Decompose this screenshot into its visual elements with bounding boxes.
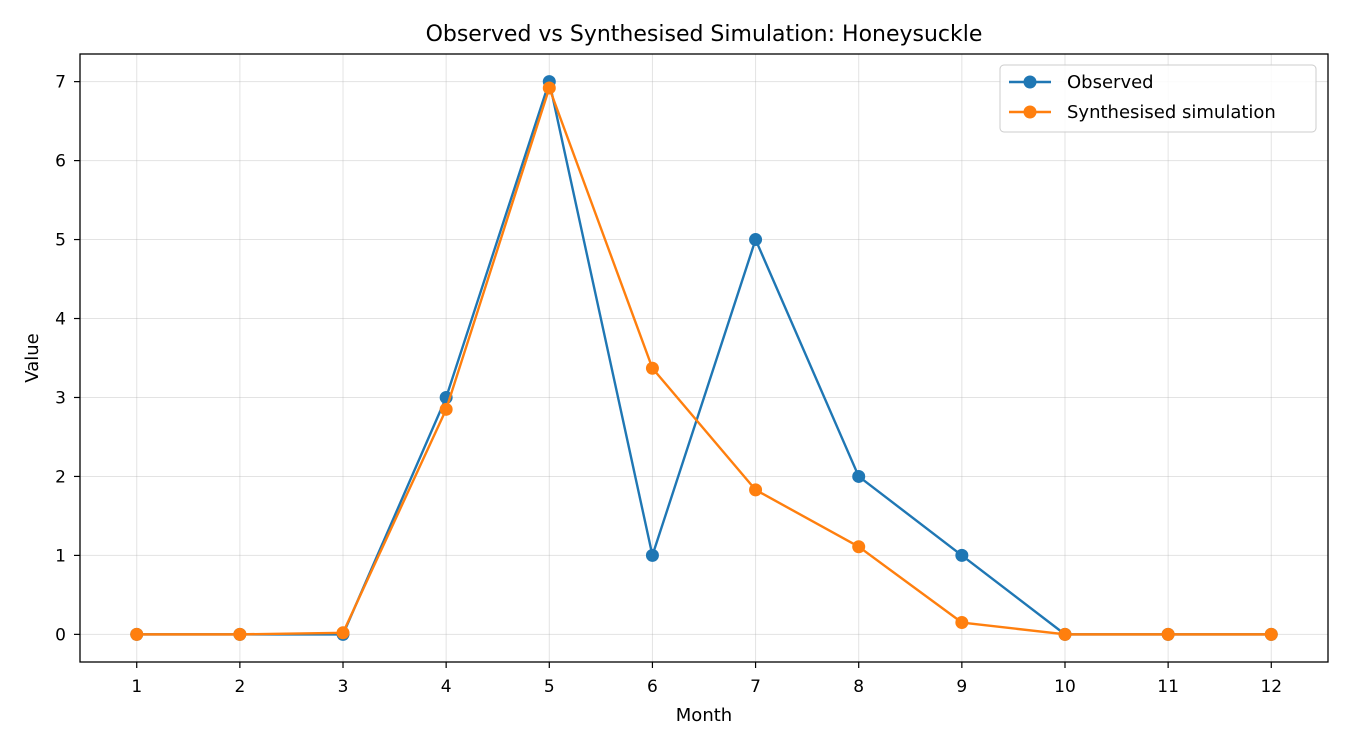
data-point	[542, 81, 556, 95]
data-point	[336, 626, 350, 640]
y-tick-label: 6	[55, 152, 66, 172]
chart-title: Observed vs Synthesised Simulation: Hone…	[426, 22, 983, 47]
data-point	[1058, 627, 1072, 641]
series-line	[136, 86, 1272, 636]
x-tick-label: 5	[544, 677, 555, 697]
y-tick-label: 7	[55, 73, 66, 93]
data-point	[439, 402, 453, 416]
x-axis-label: Month	[676, 705, 732, 726]
legend-entry: Synthesised simulation	[1009, 102, 1276, 123]
x-tick-label: 3	[338, 677, 349, 697]
y-tick-label: 0	[55, 625, 66, 645]
legend-entry: Observed	[1009, 72, 1154, 93]
x-tick-label: 9	[956, 677, 967, 697]
legend-box	[999, 64, 1317, 133]
legend-label: Observed	[1067, 72, 1154, 93]
legend: Observed Synthesised simulation	[999, 64, 1317, 133]
x-tick-label: 2	[234, 677, 245, 697]
x-tick-label: 4	[441, 677, 452, 697]
x-tick-label: 10	[1054, 677, 1076, 697]
data-point	[749, 483, 763, 497]
legend-marker	[1023, 105, 1037, 119]
data-point	[645, 548, 659, 562]
x-tick-label: 11	[1157, 677, 1179, 697]
y-tick-label: 4	[55, 310, 66, 330]
y-tick-label: 5	[55, 231, 66, 251]
data-point	[645, 361, 659, 375]
x-tick-label: 8	[853, 677, 864, 697]
data-point	[955, 548, 969, 562]
x-tick-label: 12	[1260, 677, 1282, 697]
y-tick-label: 3	[55, 388, 66, 408]
data-point	[1161, 627, 1175, 641]
x-tick-label: 7	[750, 677, 761, 697]
series-1	[130, 81, 1278, 641]
legend-marker	[1023, 75, 1037, 89]
data-point	[852, 469, 866, 483]
data-point	[749, 233, 763, 247]
data-point	[1264, 627, 1278, 641]
plot-frame	[79, 53, 1329, 663]
data-point	[955, 616, 969, 630]
legend-label: Synthesised simulation	[1067, 102, 1276, 123]
data-point	[233, 627, 247, 641]
series-layer	[130, 75, 1278, 641]
y-tick-label: 1	[55, 546, 66, 566]
data-point	[852, 540, 866, 554]
x-tick-label: 1	[131, 677, 142, 697]
data-point	[130, 627, 144, 641]
x-tick-label: 6	[647, 677, 658, 697]
y-tick-label: 2	[55, 467, 66, 487]
y-axis-label: Value	[22, 333, 43, 382]
